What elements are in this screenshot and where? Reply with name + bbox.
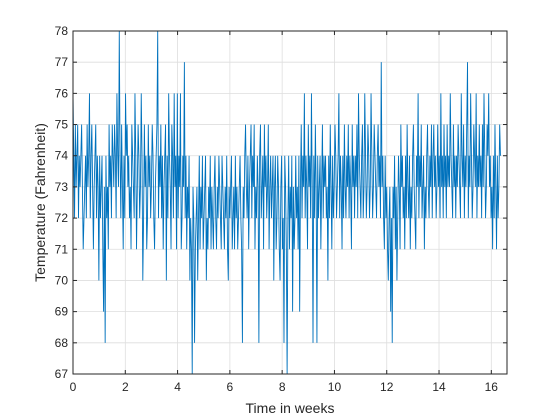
x-tick-label: 0 xyxy=(70,380,77,394)
plot-area-border xyxy=(72,30,508,375)
x-tick-label: 12 xyxy=(380,380,394,394)
x-tick-label: 8 xyxy=(279,380,286,394)
y-tick-label: 76 xyxy=(55,86,69,100)
y-axis-label: Temperature (Fahrenheit) xyxy=(32,123,48,282)
y-tick-label: 72 xyxy=(55,211,69,225)
x-tick-label: 10 xyxy=(328,380,342,394)
y-tick-label: 78 xyxy=(55,24,69,38)
series-line-0 xyxy=(73,31,501,374)
series-layer xyxy=(73,31,501,374)
y-tick-label: 77 xyxy=(55,55,69,69)
x-tick-label: 14 xyxy=(432,380,446,394)
y-tick-label: 68 xyxy=(55,336,69,350)
y-tick-label: 70 xyxy=(55,273,69,287)
y-tick-label: 71 xyxy=(55,242,69,256)
x-tick-label: 4 xyxy=(174,380,181,394)
x-tick-label: 16 xyxy=(485,380,499,394)
y-tick-label: 67 xyxy=(55,367,69,381)
y-tick-label: 69 xyxy=(55,305,69,319)
y-tick-label: 74 xyxy=(55,149,69,163)
y-tick-label: 73 xyxy=(55,180,69,194)
x-axis-label: Time in weeks xyxy=(246,400,335,416)
x-tick-label: 2 xyxy=(122,380,129,394)
x-tick-label: 6 xyxy=(227,380,234,394)
y-tick-label: 75 xyxy=(55,118,69,132)
